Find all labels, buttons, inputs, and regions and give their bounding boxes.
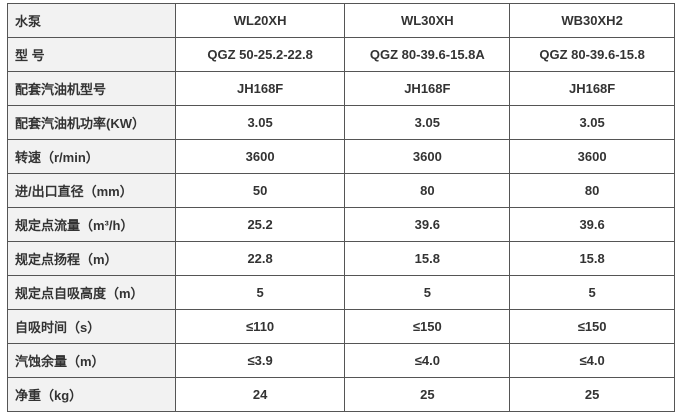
- row-label: 配套汽油机型号: [7, 71, 176, 106]
- table-row: 配套汽油机功率(KW） 3.05 3.05 3.05: [7, 105, 675, 140]
- table-cell: ≤110: [174, 309, 346, 344]
- table-row: 规定点自吸高度（m） 5 5 5: [7, 275, 675, 310]
- table-cell: JH168F: [509, 71, 675, 106]
- table-cell: ≤4.0: [344, 343, 511, 378]
- table-cell: QGZ 80-39.6-15.8A: [344, 37, 511, 72]
- table-cell: ≤150: [509, 309, 675, 344]
- row-label: 进/出口直径（mm）: [7, 173, 176, 208]
- row-label: 配套汽油机功率(KW）: [7, 105, 176, 140]
- table-cell: 3.05: [344, 105, 511, 140]
- row-label: 汽蚀余量（m）: [7, 343, 176, 378]
- table-row: 规定点扬程（m） 22.8 15.8 15.8: [7, 241, 675, 276]
- table-cell: ≤150: [344, 309, 511, 344]
- table-cell: 80: [344, 173, 511, 208]
- table-cell: 25: [509, 377, 675, 412]
- table-cell: 39.6: [344, 207, 511, 242]
- table-row: 水泵 WL20XH WL30XH WB30XH2: [7, 3, 675, 38]
- table-row: 型 号 QGZ 50-25.2-22.8 QGZ 80-39.6-15.8A QGZ …: [7, 37, 675, 72]
- row-label: 规定点流量（m³/h）: [7, 207, 176, 242]
- row-label: 转速（r/min）: [7, 139, 176, 174]
- table-row: 规定点流量（m³/h） 25.2 39.6 39.6: [7, 207, 675, 242]
- table-cell: 50: [174, 173, 346, 208]
- pump-spec-table: 水泵 WL20XH WL30XH WB30XH2 型 号 QGZ 50-25.2-22.8…: [7, 3, 675, 412]
- table-cell: 3600: [509, 139, 675, 174]
- table-cell: 3600: [344, 139, 511, 174]
- table-cell: WL20XH: [174, 3, 346, 38]
- table-row: 汽蚀余量（m） ≤3.9 ≤4.0 ≤4.0: [7, 343, 675, 378]
- table-cell: QGZ 80-39.6-15.8: [509, 37, 675, 72]
- table-cell: 80: [509, 173, 675, 208]
- table-cell: 25.2: [174, 207, 346, 242]
- table-cell: 3.05: [509, 105, 675, 140]
- table-cell: 3600: [174, 139, 346, 174]
- table-cell: WB30XH2: [509, 3, 675, 38]
- table-cell: WL30XH: [344, 3, 511, 38]
- table-cell: 24: [174, 377, 346, 412]
- table-cell: ≤3.9: [174, 343, 346, 378]
- row-label: 规定点扬程（m）: [7, 241, 176, 276]
- table-cell: 15.8: [344, 241, 511, 276]
- table-row: 自吸时间（s） ≤110 ≤150 ≤150: [7, 309, 675, 344]
- row-label: 自吸时间（s）: [7, 309, 176, 344]
- row-label: 型 号: [7, 37, 176, 72]
- table-row: 净重（kg） 24 25 25: [7, 377, 675, 412]
- table-cell: 3.05: [174, 105, 346, 140]
- table-cell: JH168F: [344, 71, 511, 106]
- table-cell: 39.6: [509, 207, 675, 242]
- table-cell: JH168F: [174, 71, 346, 106]
- table-cell: 25: [344, 377, 511, 412]
- table-row: 配套汽油机型号 JH168F JH168F JH168F: [7, 71, 675, 106]
- table-row: 转速（r/min） 3600 3600 3600: [7, 139, 675, 174]
- row-label: 水泵: [7, 3, 176, 38]
- table-cell: QGZ 50-25.2-22.8: [174, 37, 346, 72]
- row-label: 净重（kg）: [7, 377, 176, 412]
- table-cell: ≤4.0: [509, 343, 675, 378]
- row-label: 规定点自吸高度（m）: [7, 275, 176, 310]
- table-cell: 5: [174, 275, 346, 310]
- table-cell: 5: [509, 275, 675, 310]
- table-cell: 5: [344, 275, 511, 310]
- table-row: 进/出口直径（mm） 50 80 80: [7, 173, 675, 208]
- table-cell: 15.8: [509, 241, 675, 276]
- table-cell: 22.8: [174, 241, 346, 276]
